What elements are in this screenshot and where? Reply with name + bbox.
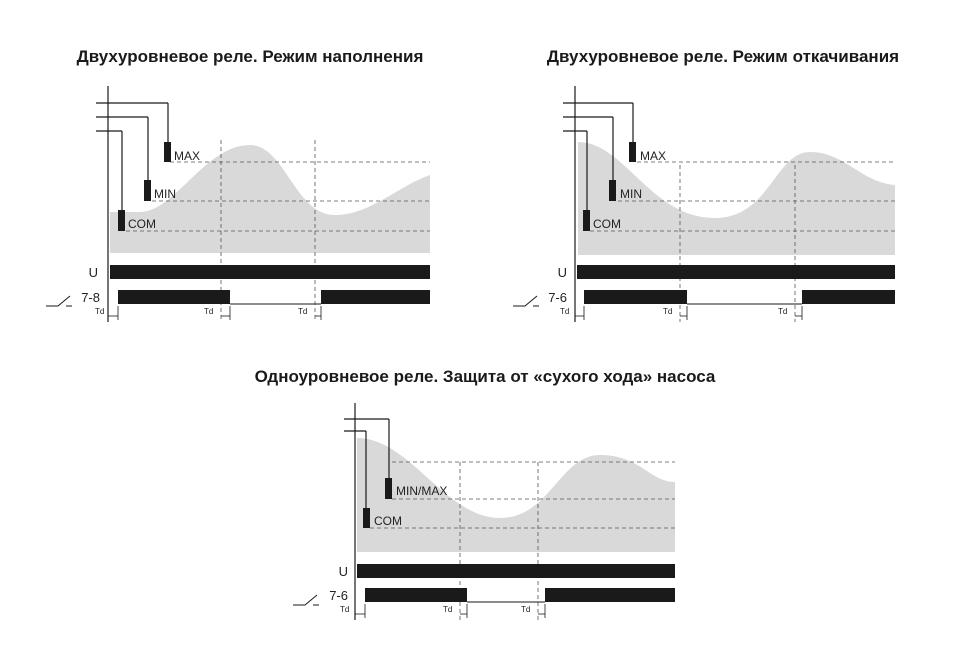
delay-label: Td [95, 307, 104, 316]
probe-com [118, 210, 125, 231]
probe-label-min: MIN [154, 187, 176, 201]
probe-min [144, 180, 151, 201]
probe-label-com: COM [374, 514, 402, 528]
diagram-title: Одноуровневое реле. Защита от «сухого хо… [255, 367, 716, 386]
delay-label: Td [298, 307, 307, 316]
relay-contact-icon [46, 295, 72, 307]
supply-label: U [339, 564, 348, 579]
supply-bar [110, 265, 430, 279]
relay-bar-on [802, 290, 895, 304]
relay-bar-on [545, 588, 675, 602]
supply-bar [577, 265, 895, 279]
delay-markers [108, 306, 322, 320]
probe-min-max [385, 478, 392, 499]
supply-label: U [89, 265, 98, 280]
axis-and-wiring [563, 86, 634, 322]
diagram-draining-mode: Двухуровневое реле. Режим откачивания MA… [513, 47, 899, 322]
delay-label: Td [204, 307, 213, 316]
delay-markers [355, 604, 546, 618]
delay-label: Td [560, 307, 569, 316]
probe-label-min: MIN [620, 187, 642, 201]
relay-bar-on [365, 588, 467, 602]
relay-bar-on [584, 290, 687, 304]
relay-bar-on [118, 290, 230, 304]
axis-and-wiring [96, 86, 169, 322]
diagram-dry-run-protection: Одноуровневое реле. Защита от «сухого хо… [255, 367, 716, 620]
relay-bar-on [321, 290, 430, 304]
probe-com [363, 508, 370, 528]
relay-label: 7-6 [548, 290, 567, 305]
delay-label: Td [663, 307, 672, 316]
relay-contact-icon [293, 594, 319, 606]
probe-com [583, 210, 590, 231]
delay-label: Td [778, 307, 787, 316]
relay-contact-icon [513, 295, 539, 307]
diagram-title: Двухуровневое реле. Режим наполнения [77, 47, 424, 66]
relay-label: 7-8 [81, 290, 100, 305]
liquid-level-area [578, 142, 895, 255]
delay-markers [575, 306, 803, 320]
probe-label-min-max: MIN/MAX [396, 484, 447, 498]
delay-label: Td [521, 605, 530, 614]
threshold-lines [590, 161, 895, 322]
delay-label: Td [443, 605, 452, 614]
supply-bar [357, 564, 675, 578]
probe-min [609, 180, 616, 201]
probe-max [629, 142, 636, 162]
liquid-level-area [110, 145, 430, 253]
liquid-level-area [357, 438, 675, 552]
probe-label-max: MAX [640, 149, 666, 163]
probe-label-com: COM [593, 217, 621, 231]
threshold-lines [126, 140, 430, 322]
probe-label-com: COM [128, 217, 156, 231]
probe-label-max: MAX [174, 149, 200, 163]
probe-max [164, 142, 171, 162]
delay-label: Td [340, 605, 349, 614]
relay-label: 7-6 [329, 588, 348, 603]
supply-label: U [558, 265, 567, 280]
threshold-lines [370, 461, 675, 620]
diagram-filling-mode: Двухуровневое реле. Режим наполнения MAX… [46, 47, 430, 322]
axis-and-wiring [344, 403, 390, 620]
diagram-title: Двухуровневое реле. Режим откачивания [547, 47, 899, 66]
